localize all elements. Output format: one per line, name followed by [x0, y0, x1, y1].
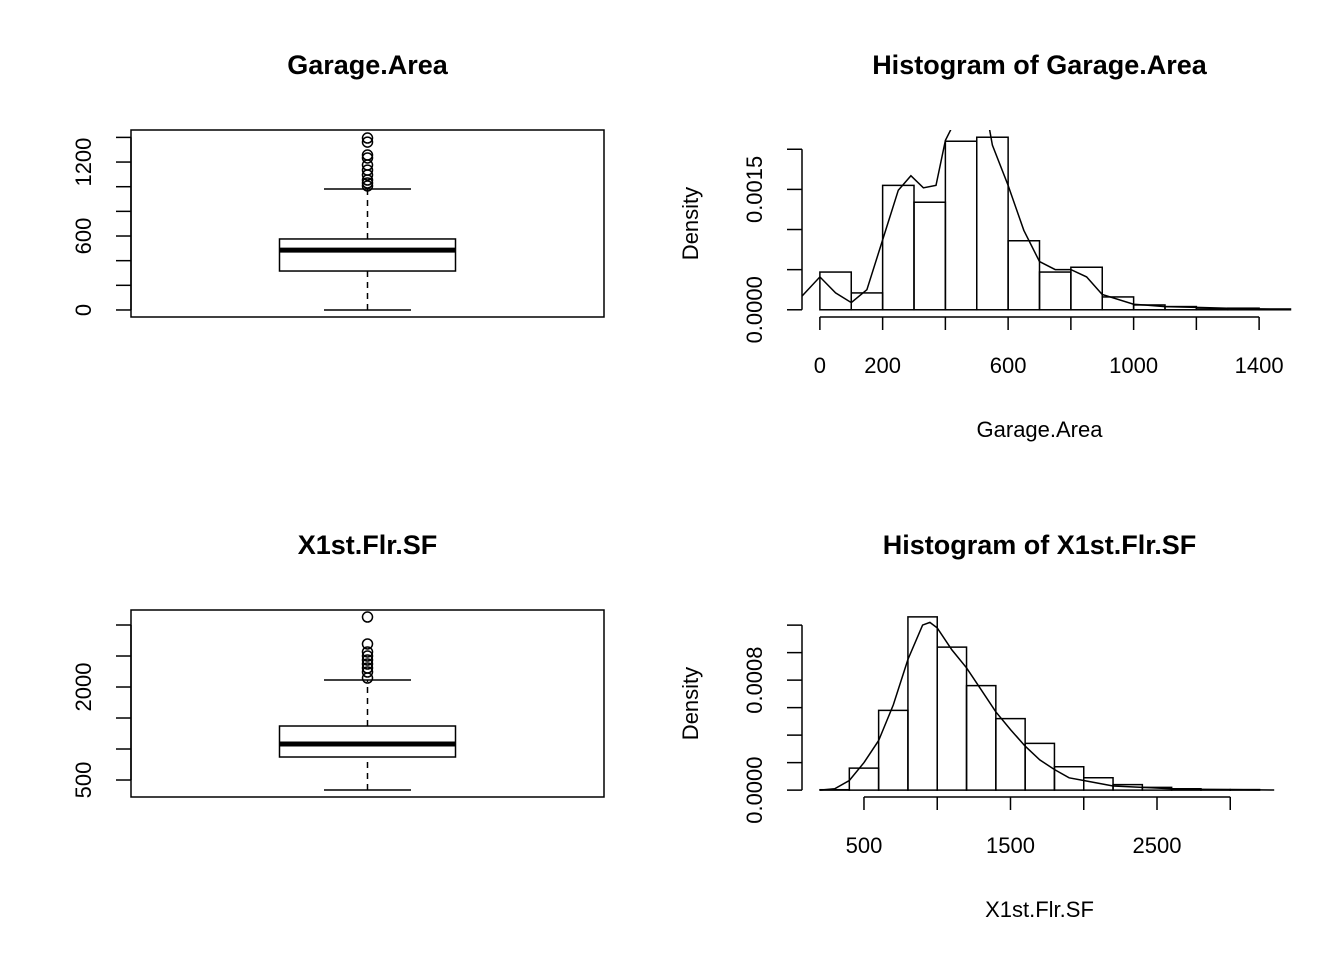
outlier: [361, 666, 374, 678]
histogram-bar: [976, 136, 1009, 311]
chart-title: Histogram of X1st.Flr.SF: [883, 530, 1197, 560]
y-tick-label: 0.0008: [742, 646, 767, 713]
outlier: [361, 672, 374, 684]
histogram-bar: [819, 271, 853, 311]
x-axis-label: X1st.Flr.SF: [985, 897, 1094, 922]
outlier: [361, 136, 374, 148]
density-line: [819, 621, 1275, 791]
histogram-bar: [1101, 296, 1135, 311]
outlier: [361, 174, 374, 186]
x-tick-label: 500: [846, 833, 883, 858]
y-tick-label: 0.0000: [742, 276, 767, 343]
plot-frame: [130, 129, 605, 318]
y-tick-label: 2000: [71, 663, 96, 712]
outlier: [361, 169, 374, 181]
y-tick-label: 0: [71, 304, 96, 316]
outlier: [361, 177, 374, 189]
x-axis-label: Garage.Area: [977, 417, 1104, 442]
y-tick-label: 600: [71, 218, 96, 255]
y-tick-label: 1200: [71, 138, 96, 187]
x-tick-label: 1500: [986, 833, 1035, 858]
outlier: [361, 132, 374, 144]
outlier: [361, 611, 374, 623]
outlier: [361, 650, 374, 662]
histogram-bar: [1070, 266, 1103, 311]
y-axis-label: Density: [678, 187, 703, 260]
outlier: [361, 180, 374, 192]
x-tick-label: 200: [864, 353, 901, 378]
y-tick-label: 500: [71, 762, 96, 799]
x-tick-label: 600: [990, 353, 1027, 378]
outlier: [361, 638, 374, 650]
outlier: [361, 654, 374, 666]
x-tick-label: 2500: [1133, 833, 1182, 858]
chart-title: X1st.Flr.SF: [298, 530, 438, 560]
outlier: [361, 152, 374, 164]
x-tick-label: 1400: [1235, 353, 1284, 378]
density-line: [802, 130, 1277, 311]
y-tick-label: 0.0000: [742, 756, 767, 823]
outlier: [361, 646, 374, 658]
chart-title: Histogram of Garage.Area: [872, 50, 1208, 80]
x-tick-label: 1000: [1109, 353, 1158, 378]
box: [278, 238, 457, 272]
chart-title: Garage.Area: [287, 50, 449, 80]
histogram-bar: [1195, 308, 1229, 311]
x-tick-label: 0: [814, 353, 826, 378]
y-tick-label: 0.0015: [742, 156, 767, 223]
outlier: [361, 658, 374, 670]
plot-frame: [130, 609, 605, 798]
y-axis-label: Density: [678, 667, 703, 740]
